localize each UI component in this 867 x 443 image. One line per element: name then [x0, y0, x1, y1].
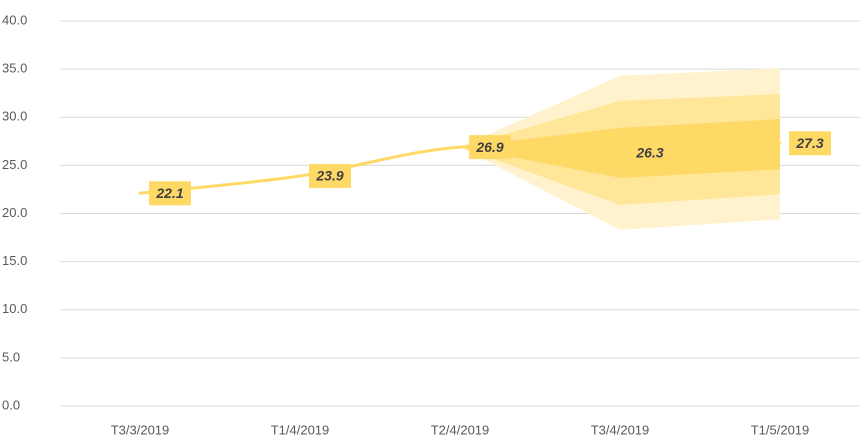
data-label-box [789, 131, 831, 156]
data-label-box [309, 163, 351, 188]
y-tick-label: 15.0 [2, 253, 27, 268]
data-label: 26.9 [475, 139, 503, 155]
x-tick-label: T3/3/2019 [111, 422, 170, 437]
data-label: 26.3 [635, 145, 663, 161]
data-label-box [469, 135, 511, 160]
y-tick-label: 30.0 [2, 109, 27, 124]
y-tick-label: 20.0 [2, 205, 27, 220]
data-label-box [149, 181, 191, 206]
data-label: 22.1 [155, 185, 183, 201]
y-tick-label: 10.0 [2, 301, 27, 316]
line [138, 141, 782, 195]
data-label: 23.9 [315, 168, 343, 184]
y-tick-label: 0.0 [2, 397, 20, 412]
y-tick-label: 35.0 [2, 61, 27, 76]
x-tick-label: T3/4/2019 [591, 422, 650, 437]
x-tick-label: T2/4/2019 [431, 422, 490, 437]
x-tick-label: T1/5/2019 [751, 422, 810, 437]
y-tick-label: 40.0 [2, 12, 27, 27]
fan-band [460, 119, 780, 178]
y-tick-label: 5.0 [2, 349, 20, 364]
data-label: 27.3 [795, 135, 823, 151]
x-tick-label: T1/4/2019 [271, 422, 330, 437]
y-tick-label: 25.0 [2, 157, 27, 172]
data-label-box [629, 140, 671, 165]
